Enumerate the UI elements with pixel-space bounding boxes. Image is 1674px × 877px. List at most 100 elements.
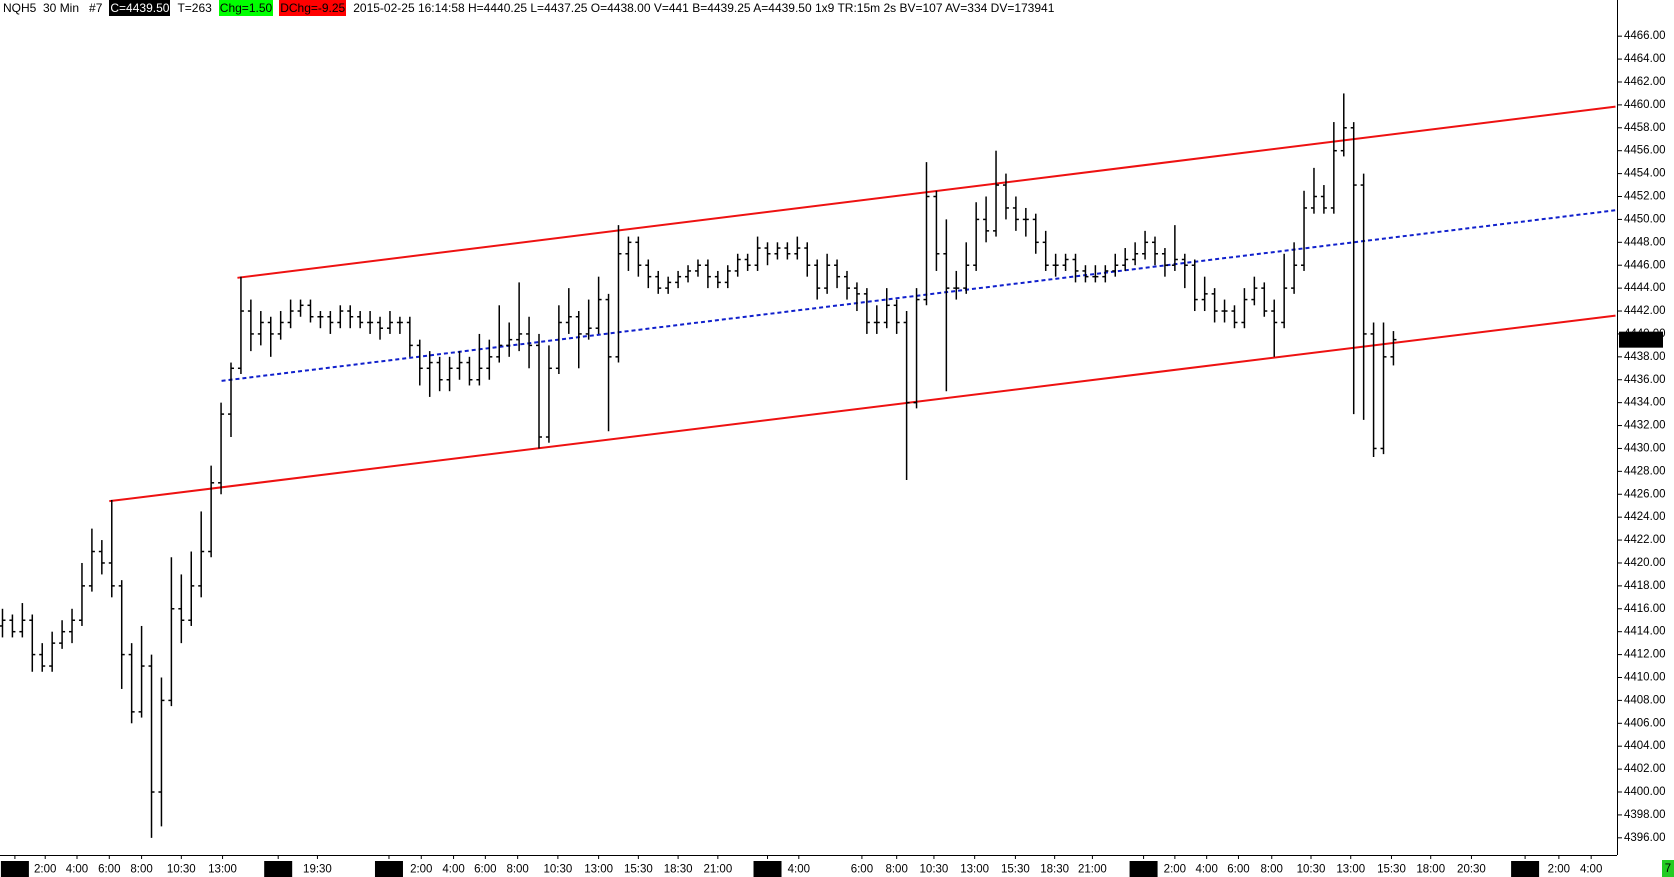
ohlc-bar <box>317 311 324 329</box>
y-tick-label: 4420.00 <box>1624 557 1666 569</box>
x-tick-label: 21:00 <box>703 864 732 876</box>
x-tick-label: 4:00 <box>66 864 88 876</box>
ohlc-bar <box>545 345 552 443</box>
ohlc-bar <box>9 614 16 638</box>
ohlc-bar <box>297 299 304 317</box>
ohlc-bar <box>237 276 244 375</box>
y-tick-label: 4406.00 <box>1624 717 1666 729</box>
last-price-label: 4439.50 <box>1622 334 1664 346</box>
ohlc-bar <box>148 654 155 838</box>
y-tick-label: 4430.00 <box>1624 442 1666 454</box>
ohlc-bar <box>913 288 920 409</box>
ohlc-bar <box>923 162 930 306</box>
ohlc-bar <box>446 356 453 392</box>
y-tick-label: 4432.00 <box>1624 420 1666 432</box>
x-tick-label: 10:30 <box>920 864 949 876</box>
ohlc-bar <box>575 311 582 369</box>
ohlc-bar <box>536 333 542 449</box>
y-tick-label: 4428.00 <box>1624 465 1666 477</box>
ohlc-bar <box>1271 299 1278 357</box>
ohlc-bar <box>386 311 393 334</box>
header-item: 2015-02-25 16:14:58 H=4440.25 L=4437.25 … <box>353 1 1055 15</box>
x-tick-label: 2-24 <box>756 864 780 876</box>
ohlc-bar <box>188 551 195 626</box>
ohlc-bar <box>247 299 254 352</box>
ohlc-bar <box>396 316 403 334</box>
ohlc-bar <box>724 265 731 289</box>
header-item: Chg=1.50 <box>218 0 274 16</box>
ohlc-bar <box>625 236 632 271</box>
ohlc-bar <box>1152 236 1158 266</box>
ohlc-bar <box>595 276 602 334</box>
ohlc-bar <box>436 356 443 392</box>
ohlc-bar <box>277 311 284 340</box>
ohlc-bar <box>0 608 6 638</box>
ohlc-bar <box>347 305 354 329</box>
date-box <box>1129 861 1158 877</box>
ohlc-bar <box>1310 167 1317 214</box>
ohlc-bar <box>158 677 165 827</box>
ohlc-bar <box>1062 253 1069 271</box>
ohlc-bar <box>486 339 493 380</box>
ohlc-bar <box>168 557 175 707</box>
ohlc-bar <box>953 270 960 300</box>
ohlc-bar <box>228 362 234 437</box>
x-tick-label: 13:00 <box>1336 864 1365 876</box>
ohlc-bar <box>1161 248 1168 277</box>
ohlc-bar <box>555 305 562 375</box>
ohlc-bar <box>863 288 870 334</box>
ohlc-bar <box>367 311 374 334</box>
ohlc-bar <box>1002 173 1009 220</box>
ohlc-bar <box>824 253 831 294</box>
x-tick-label: 8:00 <box>885 864 907 876</box>
ohlc-bar <box>1042 230 1049 271</box>
ohlc-bar <box>1181 253 1188 289</box>
ohlc-bar <box>377 316 384 340</box>
x-tick-label: 15:30 <box>624 864 653 876</box>
ohlc-bar <box>128 643 135 724</box>
ohlc-bar <box>764 242 771 266</box>
y-tick-label: 4452.00 <box>1624 191 1666 203</box>
ohlc-bar <box>198 511 205 598</box>
ohlc-bar <box>416 339 423 386</box>
ohlc-bar <box>1251 276 1258 306</box>
y-tick-label: 4408.00 <box>1624 694 1666 706</box>
ohlc-bar <box>178 574 185 644</box>
ohlc-bar <box>88 528 95 592</box>
ohlc-bar <box>496 305 503 363</box>
y-tick-label: 4462.00 <box>1624 76 1666 88</box>
date-box <box>0 861 29 877</box>
y-tick-label: 4414.00 <box>1624 626 1666 638</box>
ohlc-bar <box>456 351 463 380</box>
x-tick-label: 18:00 <box>1416 864 1445 876</box>
ohlc-bar <box>1360 173 1367 420</box>
ohlc-bar <box>963 242 970 294</box>
x-tick-label: 2-25 <box>1132 864 1155 876</box>
ohlc-bar <box>873 305 880 334</box>
y-tick-label: 4448.00 <box>1624 236 1666 248</box>
ohlc-bar <box>19 603 26 638</box>
x-tick-label: 2:00 <box>34 864 56 876</box>
ohlc-bar <box>426 351 433 397</box>
header-bar: NQH5 30 Min #7 C=4439.50 T=263 Chg=1.50 DChg… <box>2 0 1055 16</box>
header-item: DChg=-9.25 <box>279 0 347 16</box>
x-tick-label: 8:00 <box>506 864 528 876</box>
ohlc-bar <box>1191 259 1198 312</box>
ohlc-bar <box>993 150 1000 237</box>
ohlc-bar <box>645 259 652 289</box>
ohlc-bar <box>138 625 145 718</box>
ohlc-bar <box>287 299 294 329</box>
ohlc-bar <box>685 265 692 283</box>
ohlc-bar <box>1132 242 1139 266</box>
ohlc-bar <box>118 580 125 689</box>
y-tick-label: 4438.00 <box>1624 351 1666 363</box>
ohlc-bar <box>257 311 264 346</box>
ohlc-bar <box>635 236 642 277</box>
ohlc-bar <box>615 225 622 363</box>
ohlc-bar <box>665 276 672 294</box>
ohlc-bar <box>476 333 483 386</box>
ohlc-bar <box>1340 93 1347 157</box>
x-tick-label: 15:30 <box>1377 864 1406 876</box>
y-tick-label: 4426.00 <box>1624 488 1666 500</box>
ohlc-bar <box>1211 288 1218 323</box>
